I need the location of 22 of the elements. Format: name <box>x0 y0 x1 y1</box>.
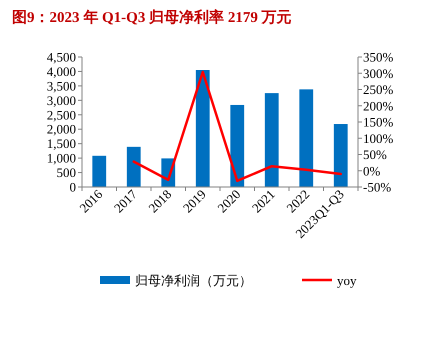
y2-tick-label: 150% <box>363 114 394 130</box>
legend-label: yoy <box>337 273 357 288</box>
y-tick-label: 2,500 <box>46 107 76 122</box>
y2-tick-label: 100% <box>363 130 394 146</box>
y2-tick-label: 250% <box>363 82 394 97</box>
y-tick-label: 2,000 <box>46 122 76 137</box>
y-tick-label: 500 <box>56 165 76 180</box>
y2-tick-label: 50% <box>363 147 387 162</box>
y2-tick-label: -50% <box>363 180 392 194</box>
y-tick-label: 0 <box>70 180 76 194</box>
y-tick-label: 3,500 <box>46 78 76 94</box>
y2-tick-label: 0% <box>363 163 380 178</box>
y2-tick-label: 200% <box>363 98 394 114</box>
y-tick-label: 3,000 <box>46 92 76 108</box>
y-tick-label: 1,500 <box>46 136 76 152</box>
y-tick-label: 1,000 <box>46 150 76 166</box>
legend-label: 归母净利润（万元） <box>135 273 252 288</box>
y-tick-label: 4,500 <box>46 50 76 64</box>
y2-tick-label: 300% <box>363 66 394 81</box>
chart-title: 图9：2023 年 Q1-Q3 归母净利率 2179 万元 <box>12 8 292 26</box>
y-tick-label: 4,000 <box>46 64 76 79</box>
y2-tick-label: 350% <box>363 50 394 64</box>
